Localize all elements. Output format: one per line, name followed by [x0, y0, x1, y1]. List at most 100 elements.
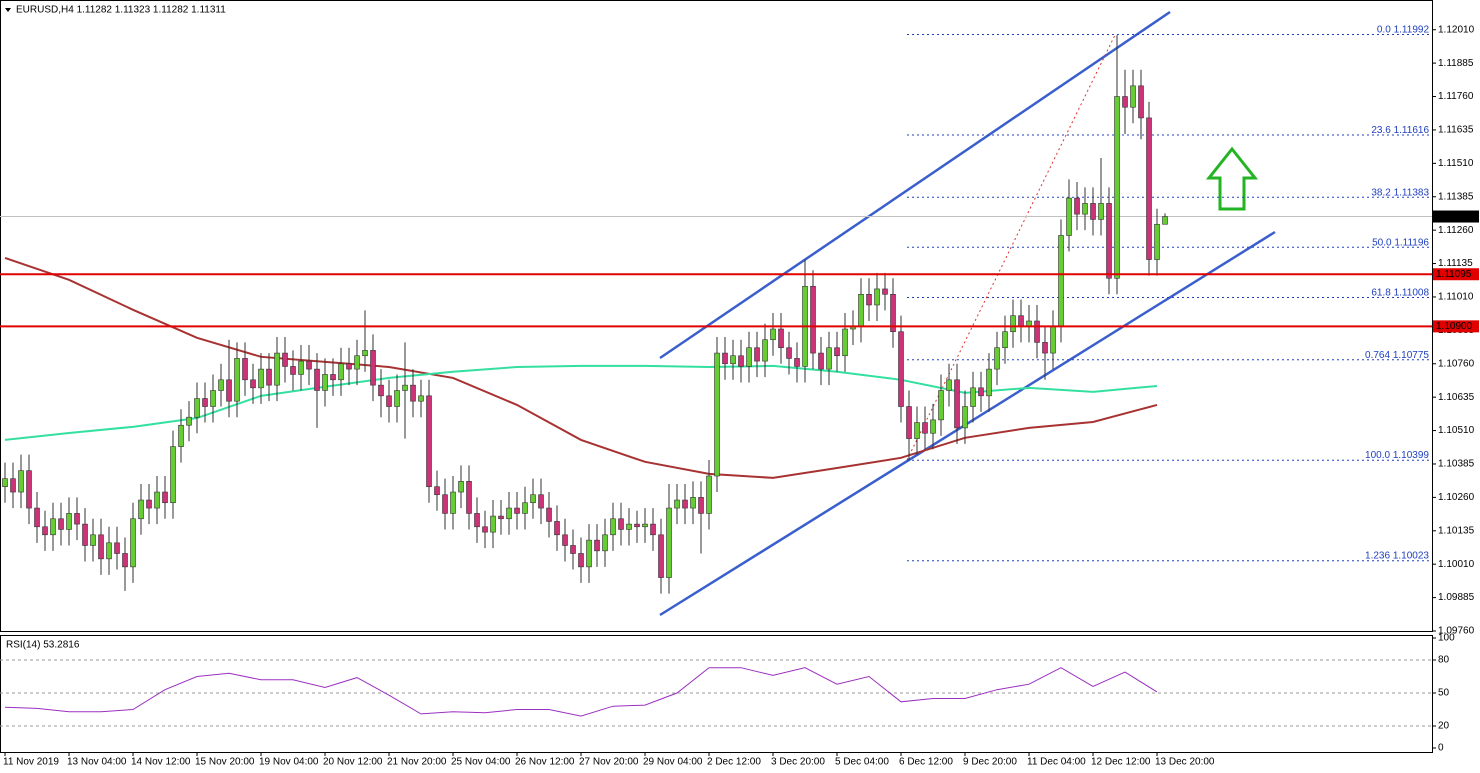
candle-body: [626, 523, 632, 530]
y-tick-label: 1.10260: [1438, 492, 1475, 503]
candle-body: [434, 486, 440, 496]
candle-body: [186, 416, 192, 426]
candle-body: [1058, 235, 1064, 327]
fib-ratio: 23.6: [1371, 125, 1391, 136]
y-tick-label: 0: [1438, 743, 1444, 754]
candle-body: [1098, 203, 1104, 220]
last-price-label: 1.11311: [1436, 211, 1471, 222]
candle-body: [1138, 85, 1144, 119]
candle-body: [314, 368, 320, 391]
candle-body: [1114, 96, 1120, 279]
y-tick-label: 1.10385: [1438, 459, 1475, 470]
candle-body: [210, 390, 216, 407]
x-tick-label: 27 Nov 20:00: [579, 757, 639, 768]
candle-body: [290, 366, 296, 375]
fib-price: 1.10775: [1393, 349, 1430, 360]
fib-label: 50.0 1.11196: [1372, 237, 1429, 248]
x-tick-label: 21 Nov 20:00: [387, 757, 447, 768]
candle-body: [722, 352, 728, 365]
candle-body: [858, 293, 864, 327]
candle-body: [122, 553, 128, 568]
candle-body: [154, 491, 160, 509]
x-tick-label: 9 Dec 20:00: [963, 757, 1017, 768]
fib-price: 1.11992: [1394, 24, 1430, 35]
candle-body: [266, 368, 272, 386]
y-tick-label: 1.11135: [1438, 258, 1473, 269]
candle-body: [642, 523, 648, 528]
y-tick-label: 80: [1438, 655, 1450, 666]
candle-body: [178, 424, 184, 447]
fib-price: 1.10023: [1393, 550, 1430, 561]
candle-body: [1050, 326, 1056, 354]
y-tick-label: 1.12010: [1438, 24, 1475, 35]
candle-body: [866, 293, 872, 306]
candle-body: [490, 515, 496, 533]
candle-body: [546, 507, 552, 522]
candle-body: [1018, 315, 1024, 327]
candle-body: [906, 406, 912, 439]
candle-body: [370, 350, 376, 386]
candle-body: [170, 446, 176, 504]
candle-body: [306, 360, 312, 370]
x-tick-label: 2 Dec 12:00: [707, 757, 761, 768]
x-tick-label: 11 Dec 04:00: [1027, 757, 1086, 768]
fib-label: 23.6 1.11616: [1371, 125, 1429, 136]
y-tick-label: 1.11760: [1438, 91, 1474, 102]
x-tick-label: 5 Dec 04:00: [835, 757, 889, 768]
y-tick-label: 1.11635: [1438, 125, 1474, 136]
candle-body: [146, 499, 152, 509]
candle-body: [1066, 197, 1072, 236]
candle-body: [402, 384, 408, 391]
candle-body: [138, 499, 144, 520]
fib-label: 38.2 1.11383: [1371, 187, 1429, 198]
candle-body: [1162, 216, 1168, 225]
candle-body: [882, 288, 888, 295]
y-tick-label: 1.10635: [1438, 392, 1475, 403]
y-tick-label: 1.10760: [1438, 358, 1475, 369]
x-tick-label: 14 Nov 12:00: [131, 757, 191, 768]
fib-label: 0.764 1.10775: [1365, 349, 1429, 360]
candle-body: [1106, 203, 1112, 279]
candle-body: [226, 379, 232, 402]
candle-body: [410, 384, 416, 402]
y-tick-label: 1.11510: [1438, 158, 1474, 169]
fib-price: 1.11196: [1394, 237, 1429, 248]
candle-body: [498, 515, 504, 520]
candle-body: [634, 523, 640, 528]
rsi-header: RSI(14) 53.2816: [6, 640, 80, 651]
main-panel: [0, 0, 1433, 632]
fib-ratio: 38.2: [1371, 187, 1391, 198]
candle-body: [82, 523, 88, 546]
candle-body: [826, 347, 832, 370]
candle-body: [330, 374, 336, 381]
candle-body: [650, 523, 656, 536]
candle-body: [834, 347, 840, 357]
header-marker: [5, 8, 11, 12]
x-tick-label: 19 Nov 04:00: [259, 757, 319, 768]
candle-body: [554, 521, 560, 536]
x-tick-label: 12 Dec 12:00: [1091, 757, 1151, 768]
candle-body: [218, 379, 224, 391]
fib-trend: [906, 34, 1116, 461]
rsi-panel: [0, 635, 1433, 753]
y-tick-label: 1.11885: [1438, 58, 1474, 69]
fib-ratio: 0.0: [1377, 24, 1391, 35]
y-tick-label: 1.11385: [1438, 191, 1474, 202]
last-price-tag: [1433, 210, 1479, 223]
candle-body: [594, 539, 600, 552]
candle-body: [1082, 203, 1088, 215]
fib-price: 1.11383: [1394, 187, 1430, 198]
fib-label: 0.0 1.11992: [1377, 24, 1430, 35]
candle-body: [522, 502, 528, 514]
candle-body: [986, 368, 992, 397]
candle-body: [562, 534, 568, 546]
candle-body: [378, 384, 384, 397]
x-tick-label: 15 Nov 20:00: [195, 757, 255, 768]
candle-body: [202, 398, 208, 407]
candle-body: [34, 507, 40, 528]
candle-body: [386, 395, 392, 407]
fib-label: 100.0 1.10399: [1365, 450, 1429, 461]
candle-body: [1002, 331, 1008, 349]
y-tick-label: 1.10135: [1438, 525, 1475, 536]
